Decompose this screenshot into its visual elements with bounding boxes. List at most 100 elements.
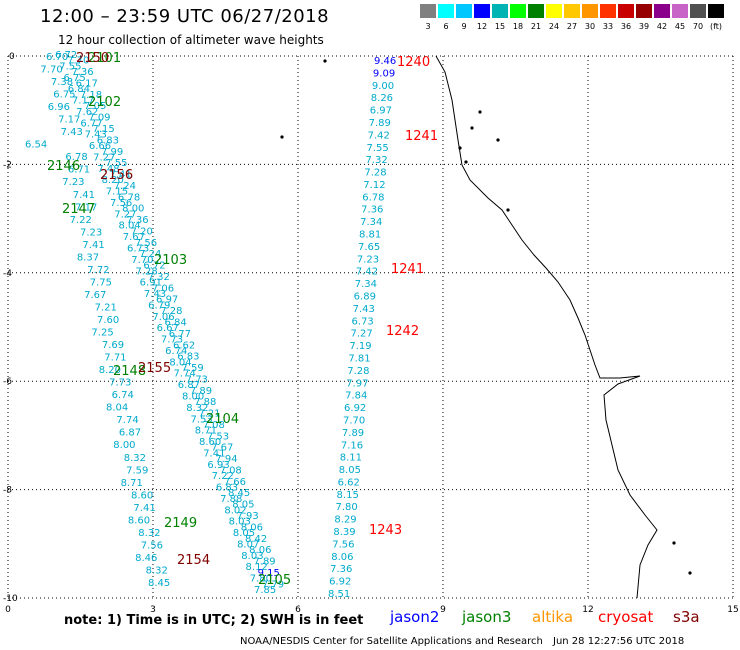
swh-label: 7.17 <box>72 96 94 107</box>
swh-label: 8.20 <box>99 365 121 376</box>
swh-label: 7.89 <box>369 118 391 129</box>
swh-label: 8.71 <box>195 426 217 437</box>
swh-label: 7.42 <box>356 267 378 278</box>
x-tick-label: 9 <box>440 605 446 615</box>
swh-label: 7.28 <box>347 366 369 377</box>
swh-label: 7.81 <box>348 353 370 364</box>
legend-swatch <box>708 4 724 18</box>
swh-label: 7.73 <box>109 378 131 389</box>
swh-label: 7.36 <box>126 215 148 226</box>
swh-label: 6.87 <box>178 380 200 391</box>
swh-label: 8.15 <box>337 490 359 501</box>
swh-label: 7.67 <box>123 232 145 243</box>
time-label: 2156 <box>100 168 133 183</box>
swh-label: 9.46 <box>374 56 396 67</box>
swh-label: 7.23 <box>62 177 84 188</box>
legend-label: 42 <box>656 22 668 31</box>
swh-label: 7.59 <box>126 465 148 476</box>
swh-label: 7.20 <box>131 226 153 237</box>
legend-swatch <box>420 4 436 18</box>
island-dot <box>464 160 468 164</box>
credit-text: NOAA/NESDIS Center for Satellite Applica… <box>240 636 543 647</box>
swh-label: 7.24 <box>114 181 136 192</box>
swh-label: 6.87 <box>119 428 141 439</box>
timestamp-text: Jun 28 12:27:56 UTC 2018 <box>553 636 685 647</box>
time-label: 1242 <box>386 324 419 339</box>
swh-label: 8.00 <box>182 391 204 402</box>
swh-label: 7.42 <box>368 130 390 141</box>
swh-label: 8.00 <box>113 440 135 451</box>
swh-label: 7.67 <box>211 443 233 454</box>
swh-label: 6.74 <box>112 390 134 401</box>
sat-legend-jason3: jason3 <box>462 608 512 626</box>
island-dot <box>458 146 462 150</box>
time-label: 2147 <box>62 202 95 217</box>
swh-label: 7.36 <box>71 67 93 78</box>
swh-label: 6.66 <box>89 141 111 152</box>
swh-label: 7.62 <box>76 107 98 118</box>
sat-legend-cryosat: cryosat <box>598 608 654 626</box>
swh-label: 6.91 <box>140 278 162 289</box>
swh-label: 6.83 <box>177 352 199 363</box>
swh-label: 7.23 <box>357 254 379 265</box>
swh-label: 8.07 <box>237 539 259 550</box>
swh-label: 6.67 <box>157 323 179 334</box>
island-dot <box>506 208 510 212</box>
time-label: 1241 <box>405 129 438 144</box>
legend-label: 39 <box>638 22 650 31</box>
island-dot <box>470 126 474 130</box>
y-tick-label: -8 <box>3 486 12 496</box>
time-label: 2154 <box>177 553 210 568</box>
swh-label: 6.83 <box>216 483 238 494</box>
swh-label: 7.17 <box>75 202 97 213</box>
swh-label: 7.53 <box>190 414 212 425</box>
time-label: 1240 <box>397 55 430 70</box>
swh-label: 8.20 <box>102 175 124 186</box>
time-label: 2105 <box>258 573 291 588</box>
time-label: 2148 <box>113 364 146 379</box>
island-dot <box>323 59 327 63</box>
island-dot <box>478 110 482 114</box>
swh-label: 7.48 <box>97 164 119 175</box>
swh-label: 6.93 <box>207 460 229 471</box>
swh-label: 7.34 <box>355 279 377 290</box>
legend-swatch <box>546 4 562 18</box>
swh-label: 7.28 <box>135 266 157 277</box>
swh-label: 7.41 <box>73 190 95 201</box>
swh-label: 6.89 <box>354 292 376 303</box>
swh-label: 7.38 <box>51 77 73 88</box>
swh-label: 8.03 <box>241 551 263 562</box>
swh-label: 7.41 <box>133 503 155 514</box>
swh-label: 8.37 <box>77 252 99 263</box>
y-tick-label: -10 <box>3 594 18 604</box>
swh-label: 8.60 <box>199 437 221 448</box>
swh-label: 8.81 <box>359 230 381 241</box>
legend-swatch <box>690 4 706 18</box>
map-title: 12:00 – 23:59 UTC 06/27/2018 <box>40 6 330 27</box>
y-tick-label: -4 <box>3 269 12 279</box>
swh-label: 7.41 <box>82 240 104 251</box>
sat-legend-altika: altika <box>532 608 574 626</box>
swh-label: 7.89 <box>253 557 275 568</box>
swh-label: 7.94 <box>215 454 237 465</box>
swh-label: 7.74 <box>174 369 196 380</box>
coastline <box>280 55 692 599</box>
swh-label: 7.60 <box>97 315 119 326</box>
swh-label: 7.80 <box>335 502 357 513</box>
sat-legend-s3a: s3a <box>673 608 700 626</box>
swh-label: 6.83 <box>97 135 119 146</box>
swh-label: 8.12 <box>246 562 268 573</box>
swh-label: 6.97 <box>156 295 178 306</box>
swh-label: 7.27 <box>350 329 372 340</box>
time-label: 2150 <box>76 51 109 66</box>
swh-label: 7.36 <box>330 564 352 575</box>
swh-label: 7.72 <box>87 265 109 276</box>
swh-label: 6.75 <box>63 73 85 84</box>
swh-label: 7.28 <box>364 168 386 179</box>
legend-label: 70 <box>692 22 704 31</box>
swh-label: 7.80 <box>250 574 272 585</box>
swh-label: 6.73 <box>352 316 374 327</box>
swh-label: 6.78 <box>118 192 140 203</box>
swh-label: 7.43 <box>144 289 166 300</box>
